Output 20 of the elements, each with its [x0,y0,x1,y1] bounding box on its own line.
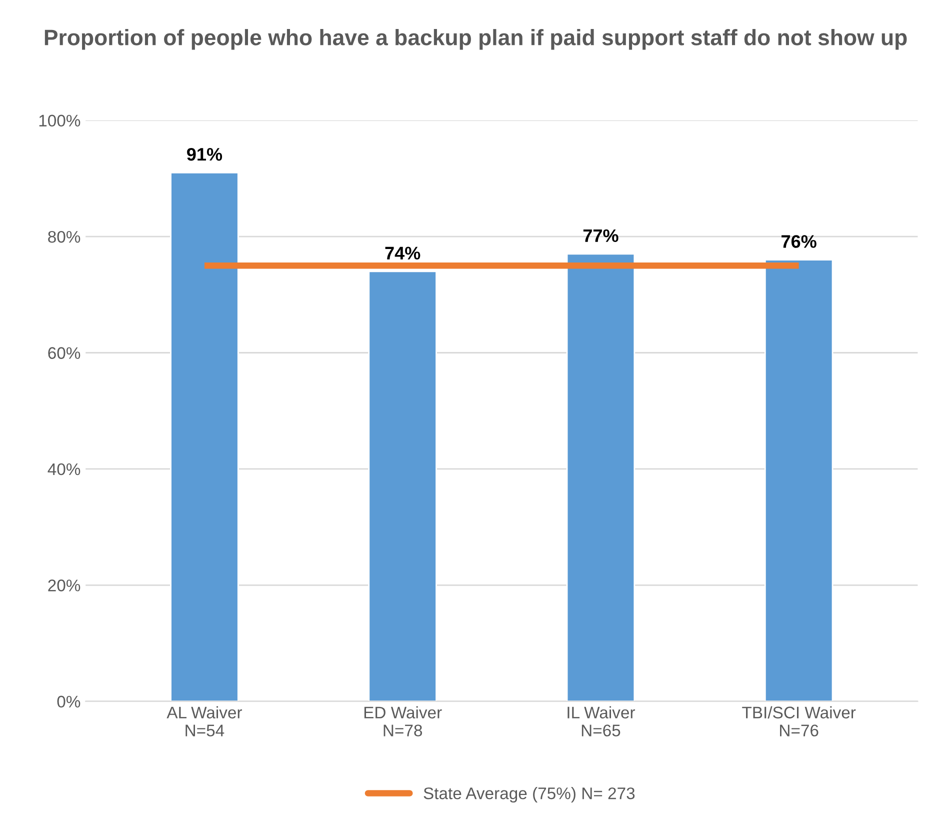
data-label: 77% [583,229,618,242]
data-label: 74% [385,246,420,260]
y-tick-label: 60% [48,347,80,359]
y-tick-label: 40% [48,463,80,476]
data-label: 76% [782,235,816,248]
y-tick-label: 20% [48,580,80,592]
bar [566,253,636,702]
bar [368,270,437,702]
bar [764,259,834,702]
chart-title: Proportion of people who have a backup plan if paid support staff do not show up [44,29,907,50]
y-tick-label: 0% [57,696,80,708]
x-tick-label: AL Waiver N=54 [166,706,242,736]
data-label: 91% [187,148,222,161]
x-tick-label: ED Waiver N=78 [364,706,442,736]
legend-label: State Average (75%) N= 273 [424,787,635,803]
y-tick-label: 80% [48,230,80,243]
x-tick-label: IL Waiver N=65 [568,706,636,736]
bar [170,172,239,702]
x-tick-label: TBI/SCI Waiver N=76 [742,706,856,736]
y-tick-label: 100% [39,114,80,127]
